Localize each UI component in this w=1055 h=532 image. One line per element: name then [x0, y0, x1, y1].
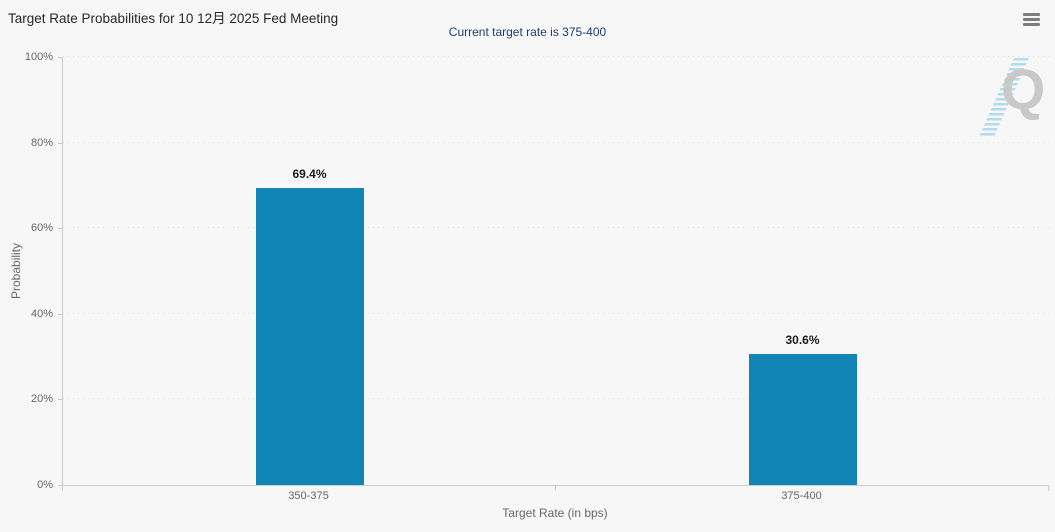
- y-tick-mark: [58, 485, 63, 486]
- y-gridline: [63, 312, 1049, 314]
- x-tick-mark: [62, 486, 63, 491]
- x-category-label: 350-375: [288, 490, 329, 502]
- y-tick-label: 40%: [30, 307, 53, 320]
- y-tick-mark: [58, 142, 63, 144]
- y-axis-labels: 0% 20% 40% 60% 80% 100%: [0, 51, 63, 491]
- y-gridline: [63, 141, 1049, 143]
- x-tick-mark: [1048, 486, 1049, 491]
- hamburger-menu-icon[interactable]: [1019, 8, 1045, 30]
- y-tick-mark: [58, 57, 63, 58]
- x-category-label: 375-400: [781, 490, 822, 502]
- y-gridline: [63, 227, 1049, 229]
- y-gridline: [63, 398, 1049, 400]
- y-tick-label: 100%: [24, 51, 53, 63]
- y-tick-label: 20%: [30, 393, 53, 406]
- y-tick-mark: [58, 399, 63, 401]
- menu-bar: [1023, 22, 1040, 26]
- bar-value-label: 69.4%: [292, 166, 327, 181]
- bar-350-375[interactable]: [255, 187, 364, 485]
- bar-375-400[interactable]: [748, 354, 857, 485]
- plot-area: 69.4% 30.6%: [62, 56, 1049, 491]
- y-gridline: [63, 56, 1049, 57]
- y-tick-label: 0%: [37, 479, 53, 491]
- y-tick-label: 60%: [30, 222, 53, 235]
- chart-title: Target Rate Probabilities for 10 12月 202…: [8, 11, 339, 26]
- x-axis-title: Target Rate (in bps): [502, 506, 608, 520]
- y-tick-mark: [58, 228, 63, 230]
- menu-bar: [1023, 12, 1040, 16]
- y-tick-label: 80%: [30, 136, 53, 149]
- watermark-q-logo: Q: [1001, 58, 1046, 122]
- y-tick-mark: [58, 313, 63, 315]
- x-axis-labels: 350-375 375-400: [62, 490, 1048, 504]
- menu-bar: [1023, 17, 1040, 21]
- chart-subtitle: Current target rate is 375-400: [448, 25, 607, 39]
- x-tick-mark: [555, 486, 556, 491]
- bar-value-label: 30.6%: [785, 333, 820, 348]
